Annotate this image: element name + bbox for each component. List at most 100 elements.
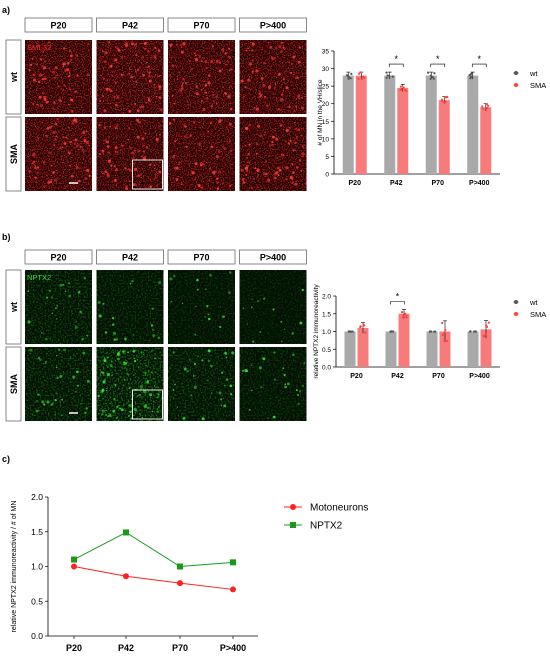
cell-speckle	[144, 132, 147, 135]
cell-speckle	[178, 163, 180, 166]
cell-speckle	[183, 124, 186, 126]
legend-marker	[290, 522, 296, 528]
cell-speckle	[106, 389, 108, 392]
cell-speckle	[107, 356, 109, 359]
cell-speckle	[132, 333, 135, 336]
cell-speckle	[171, 105, 173, 107]
cell-speckle	[222, 147, 226, 150]
cell-speckle	[274, 83, 277, 85]
cell-speckle	[278, 45, 282, 49]
cell-speckle	[245, 173, 248, 176]
cell-speckle	[184, 82, 188, 85]
bar-sma-p-400	[480, 107, 492, 174]
cell-speckle	[134, 184, 136, 186]
cell-speckle	[206, 305, 209, 308]
cell-speckle	[178, 161, 181, 164]
cell-speckle	[115, 417, 118, 420]
column-header-p20: P20	[50, 253, 66, 263]
cell-speckle	[105, 409, 108, 412]
cell-speckle	[151, 410, 154, 413]
cell-speckle	[131, 280, 134, 283]
y-tick-label: 5	[325, 154, 329, 161]
cell-speckle	[246, 323, 248, 325]
row-header-sma: SMA	[9, 144, 19, 165]
cell-speckle	[41, 77, 45, 81]
cell-speckle	[265, 101, 267, 103]
cell-speckle	[259, 94, 263, 97]
cell-speckle	[153, 178, 155, 180]
cell-speckle	[135, 53, 138, 57]
data-point-wt	[433, 330, 436, 333]
y-tick-label: 2.0	[31, 492, 43, 502]
x-tick-label-p70: P70	[172, 643, 188, 653]
cell-speckle	[230, 393, 233, 396]
cell-speckle	[292, 55, 296, 59]
cell-speckle	[135, 70, 138, 73]
bar-wt-p-400	[467, 75, 479, 174]
row-header-wt: wt	[9, 302, 19, 313]
cell-speckle	[303, 362, 306, 365]
cell-speckle	[218, 61, 222, 64]
cell-speckle	[220, 371, 224, 374]
cell-speckle	[79, 145, 82, 148]
cell-speckle	[270, 66, 272, 68]
stain-label: SMI-32	[27, 43, 51, 52]
cell-speckle	[144, 371, 147, 375]
x-tick-label-p42: P42	[118, 643, 134, 653]
cell-speckle	[137, 150, 140, 153]
cell-speckle	[159, 161, 161, 163]
cell-speckle	[201, 186, 204, 189]
cell-speckle	[301, 57, 303, 59]
cell-speckle	[128, 105, 130, 107]
cell-speckle	[242, 307, 245, 310]
cell-speckle	[45, 134, 49, 138]
data-point-wt	[351, 330, 354, 333]
data-point-wt	[432, 77, 435, 80]
cell-speckle	[193, 52, 196, 55]
cell-speckle	[228, 47, 231, 50]
cell-speckle	[48, 126, 52, 129]
cell-speckle	[118, 118, 121, 121]
data-point-sma	[485, 325, 489, 328]
cell-speckle	[45, 337, 48, 341]
cell-speckle	[218, 170, 222, 174]
cell-speckle	[39, 73, 43, 77]
cell-speckle	[273, 176, 277, 180]
series-line-motoneurons	[73, 566, 234, 590]
cell-speckle	[193, 166, 196, 168]
cell-speckle	[209, 167, 211, 170]
data-point-sma	[404, 89, 408, 92]
cell-speckle	[228, 122, 232, 126]
cell-speckle	[101, 170, 104, 173]
cell-speckle	[40, 58, 43, 61]
column-header-p20: P20	[50, 21, 66, 31]
cell-speckle	[141, 155, 143, 158]
cell-speckle	[185, 145, 188, 148]
cell-speckle	[105, 87, 109, 91]
bar-sma-p-400	[480, 329, 492, 367]
cell-speckle	[132, 162, 135, 165]
cell-speckle	[301, 96, 303, 99]
cell-speckle	[50, 165, 53, 167]
cell-speckle	[29, 348, 33, 352]
cell-speckle	[198, 144, 200, 146]
legend-label: wt	[529, 298, 538, 307]
cell-speckle	[197, 92, 200, 96]
cell-speckle	[75, 144, 79, 148]
cell-speckle	[63, 142, 67, 145]
cell-speckle	[172, 94, 174, 97]
cell-speckle	[54, 178, 58, 182]
cell-speckle	[133, 359, 137, 363]
cell-speckle	[251, 298, 253, 300]
cell-speckle	[270, 56, 273, 59]
column-header-p-400: P>400	[260, 21, 286, 31]
cell-speckle	[41, 65, 44, 68]
cell-speckle	[297, 60, 301, 64]
cell-speckle	[198, 176, 200, 178]
cell-speckle	[134, 147, 137, 149]
cell-speckle	[295, 76, 299, 80]
data-point-wt	[349, 330, 353, 333]
cell-speckle	[274, 47, 277, 49]
cell-speckle	[141, 137, 145, 141]
cell-speckle	[269, 45, 273, 49]
